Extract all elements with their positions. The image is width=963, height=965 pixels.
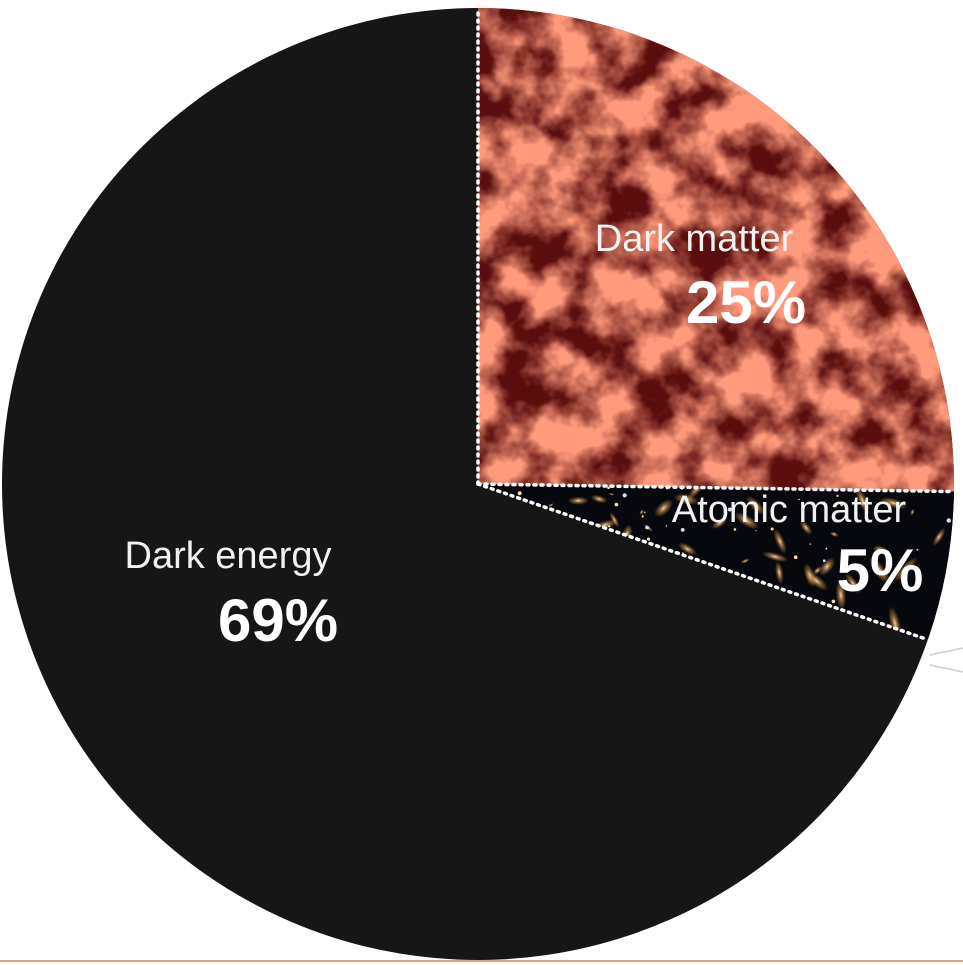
star-dot: [665, 525, 668, 527]
galaxy-spot: [813, 566, 822, 575]
galaxy-spot: [893, 556, 918, 582]
star-dot: [836, 494, 839, 497]
star-dot: [825, 547, 828, 550]
star-dot: [607, 486, 610, 490]
galaxy-spot: [678, 542, 697, 556]
slice-value-dark-matter: 25%: [686, 269, 806, 336]
slice-value-dark-energy: 69%: [218, 587, 338, 654]
star-dot: [645, 525, 649, 530]
galaxy-spot: [761, 551, 789, 562]
galaxy-spot: [590, 494, 608, 504]
galaxy-field: [517, 484, 951, 640]
slice-divider-2: [476, 482, 956, 494]
slice-labels: Dark energy 69% Dark matter 25% Atomic m…: [125, 218, 924, 654]
galaxy-spot: [872, 545, 888, 554]
star-dot: [680, 528, 685, 532]
slice-label-dark-matter: Dark matter: [595, 218, 794, 260]
star-dot: [733, 528, 737, 531]
star-dot: [809, 543, 811, 545]
star-dot: [755, 530, 757, 532]
galaxy-spot: [829, 531, 839, 537]
star-dot: [916, 548, 919, 551]
galaxy-spot: [879, 497, 908, 510]
pie-slice-dark-energy: [1, 8, 928, 960]
star-dot: [517, 491, 522, 496]
star-dot: [614, 502, 619, 507]
slice-label-atomic-matter: Atomic matter: [672, 489, 907, 531]
galaxy-spot: [639, 509, 644, 515]
galaxy-spot: [734, 511, 759, 530]
galaxy-spot: [910, 508, 915, 516]
callout-connector: [929, 647, 963, 673]
star-dot: [946, 518, 951, 523]
star-dot: [770, 527, 774, 531]
slice-divider-3: [476, 482, 930, 642]
slice-dividers: [476, 6, 956, 642]
star-dot: [793, 555, 798, 559]
star-dot: [608, 525, 611, 528]
star-dot: [840, 503, 843, 507]
slice-label-dark-energy: Dark energy: [125, 535, 332, 577]
galaxy-spot: [818, 557, 836, 576]
galaxy-spot: [868, 557, 891, 584]
galaxy-spot: [567, 496, 589, 505]
star-dot: [641, 515, 644, 518]
galaxy-spot: [608, 492, 615, 496]
star-dot: [831, 599, 836, 604]
star-dot: [646, 537, 651, 541]
galaxy-spot: [740, 558, 750, 564]
star-dot: [798, 498, 800, 501]
slice-value-atomic-matter: 5%: [837, 537, 924, 604]
galaxy-spot: [835, 579, 847, 611]
star-dot: [822, 559, 826, 562]
galaxy-spot: [845, 572, 861, 594]
galaxy-spot: [932, 527, 946, 547]
star-dot: [622, 493, 627, 498]
galaxy-spot: [775, 561, 784, 585]
star-dot: [727, 507, 732, 512]
star-dot: [916, 574, 920, 578]
galaxy-spot: [773, 528, 787, 555]
galaxy-spot: [711, 516, 728, 529]
galaxy-spot: [855, 487, 870, 514]
galaxy-spot: [547, 503, 555, 508]
galaxy-spot: [799, 520, 813, 536]
galaxy-spot: [746, 495, 765, 515]
star-dot: [643, 511, 646, 514]
galaxy-spot: [805, 571, 828, 591]
star-dot: [682, 552, 684, 554]
galaxy-spot: [654, 499, 673, 518]
